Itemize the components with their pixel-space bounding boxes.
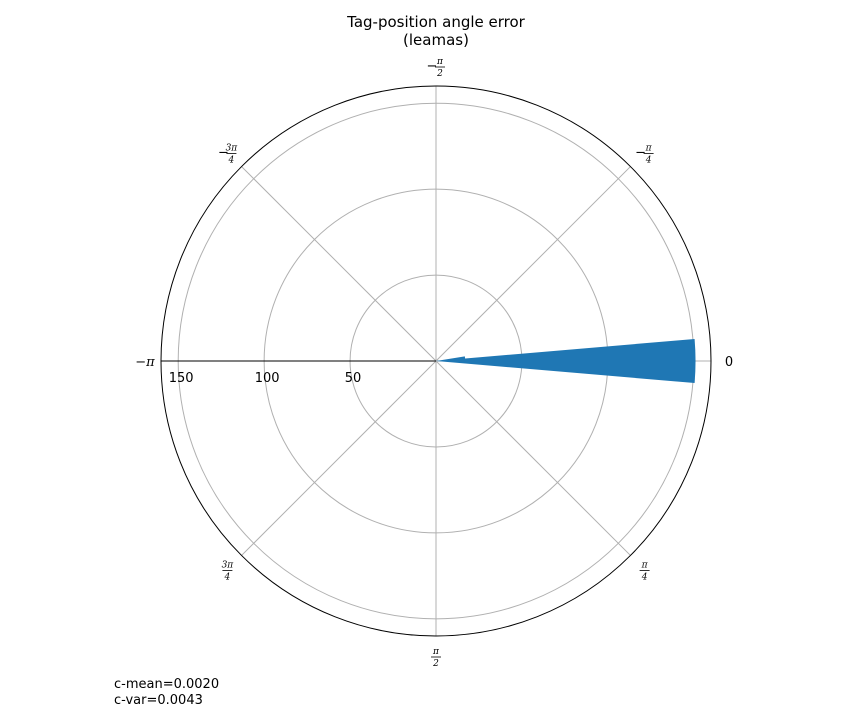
histogram-bar <box>436 356 466 363</box>
histogram-bar <box>436 338 696 384</box>
tick-denominator: 4 <box>228 155 235 165</box>
angular-tick-label: − π 4 <box>635 143 654 165</box>
angular-grid-line <box>241 360 437 556</box>
angular-tick-label: π2 <box>431 647 441 669</box>
angular-tick-label: − π 2 <box>427 57 445 79</box>
tick-denominator: 4 <box>224 573 231 583</box>
tick-numerator: π <box>432 647 440 657</box>
radial-tick-label: 150 <box>169 371 194 386</box>
angular-tick-label: −3π 4 <box>218 143 238 165</box>
angular-grid-line <box>435 166 631 362</box>
tick-denominator: 4 <box>641 573 648 583</box>
tick-sign: − <box>218 145 229 160</box>
angular-tick-label: −π <box>135 355 155 370</box>
c-var-label: c-var=0.0043 <box>114 693 203 708</box>
bars-layer <box>436 338 696 384</box>
angular-tick-label: π4 <box>639 561 650 583</box>
tick-denominator: 4 <box>645 155 652 165</box>
stats-box: c-mean=0.0020 c-var=0.0043 <box>114 677 219 709</box>
chart-subtitle: (leamas) <box>403 31 469 49</box>
angular-grid-line <box>435 360 631 556</box>
angular-grid-line <box>241 166 437 362</box>
angular-tick-label: 0 <box>725 355 733 370</box>
chart-title: Tag-position angle error <box>346 13 526 31</box>
tick-numerator: π <box>641 561 649 571</box>
c-mean-label: c-mean=0.0020 <box>114 677 220 692</box>
frame-layer <box>160 85 712 637</box>
tick-numerator: 3π <box>222 561 235 571</box>
tick-numerator: 3π <box>226 143 239 153</box>
tick-numerator: π <box>436 57 444 67</box>
radial-tick-label: 50 <box>345 371 362 386</box>
tick-sign: − <box>635 145 646 160</box>
tick-numerator: π <box>645 143 653 153</box>
radial-tick-label: 100 <box>255 371 280 386</box>
tick-sign: − <box>427 59 438 74</box>
tick-denominator: 2 <box>436 69 443 79</box>
tick-denominator: 2 <box>432 659 439 669</box>
angular-tick-label: 3π4 <box>222 561 235 583</box>
